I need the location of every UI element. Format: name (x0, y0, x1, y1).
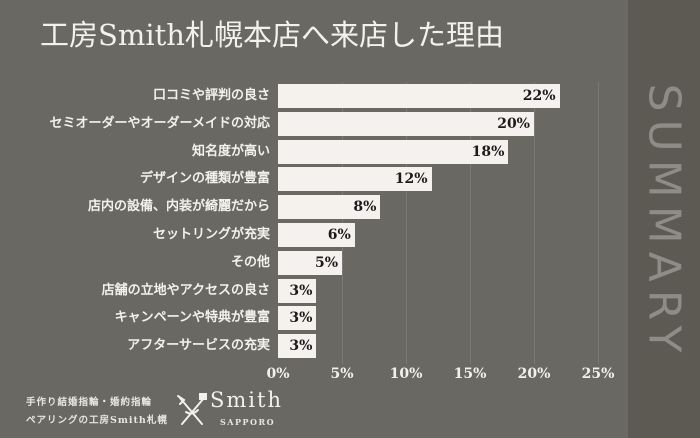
footer-tagline-line2: ペアリングの工房Smith札幌 (26, 415, 168, 426)
gridline (470, 82, 471, 364)
category-label: デザインの種類が豊富 (139, 171, 270, 187)
bar-row: アフターサービスの充実 3% (0, 333, 628, 359)
category-label: 店内の設備、内装が綺麗だから (87, 199, 270, 215)
bar-row: 知名度が高い 18% (0, 139, 628, 165)
bar-row: 口コミや評判の良さ 22% (0, 83, 628, 109)
x-axis-tick-label: 15% (453, 366, 487, 382)
bar-row: 店舗の立地やアクセスの良さ 3% (0, 278, 628, 304)
logo-subtitle: SAPPORO (220, 417, 276, 427)
x-axis-tick-label: 20% (517, 366, 551, 382)
bar: 8% (278, 195, 381, 220)
category-label: アフターサービスの充実 (127, 338, 270, 354)
bar: 3% (278, 306, 317, 331)
category-label: 知名度が高い (191, 143, 270, 159)
bar-value-label: 5% (314, 254, 338, 271)
bar-value-label: 20% (497, 115, 530, 132)
category-label: 店舗の立地やアクセスの良さ (101, 282, 270, 298)
category-label: キャンペーンや特典が豊富 (114, 310, 270, 326)
bar: 6% (278, 223, 355, 247)
bar-value-label: 3% (289, 338, 313, 355)
category-label: 口コミや評判の良さ (152, 88, 270, 103)
smith-sapporo-logo: Smith SAPPORO (176, 388, 286, 432)
bar: 12% (278, 167, 432, 192)
bar-value-label: 3% (289, 310, 313, 327)
bar: 5% (278, 250, 342, 275)
bar: 18% (278, 139, 509, 164)
bar: 20% (278, 111, 534, 136)
category-label: セミオーダーやオーダーメイドの対応 (49, 115, 270, 131)
x-axis-tick-label: 10% (389, 366, 423, 382)
bar-value-label: 18% (471, 143, 505, 160)
gridline (598, 82, 599, 364)
bar-value-label: 3% (289, 282, 313, 299)
x-axis-tick-label: 0% (266, 366, 290, 382)
chart-title: 工房Smith札幌本店へ来店した理由 (40, 18, 504, 52)
bar-value-label: 8% (353, 199, 377, 216)
summary-side-label: SUMMARY (638, 83, 690, 361)
bar-value-label: 6% (327, 227, 351, 243)
bar-row: キャンペーンや特典が豊富 3% (0, 305, 628, 331)
bar-value-label: 22% (522, 88, 556, 104)
summary-side-panel (628, 0, 700, 438)
logo-wordmark: Smith (210, 388, 283, 412)
bar: 3% (278, 334, 317, 359)
footer-tagline-line1: 手作り結婚指輪・婚約指輪 (26, 397, 153, 408)
bar-value-label: 12% (394, 171, 428, 188)
bar: 22% (278, 84, 560, 108)
x-axis-tick-label: 5% (330, 366, 354, 382)
gridline (534, 82, 535, 364)
gridline (406, 82, 407, 364)
bar-row: セットリングが充実 6% (0, 222, 628, 248)
x-axis-tick-label: 25% (581, 366, 615, 382)
bar: 3% (278, 278, 317, 303)
crossed-tools-icon (177, 393, 207, 425)
category-label: セットリングが充実 (152, 227, 270, 242)
bar-row: その他 5% (0, 250, 628, 276)
bar-row: セミオーダーやオーダーメイドの対応 20% (0, 111, 628, 137)
category-label: その他 (230, 254, 270, 270)
bar-row: デザインの種類が豊富 12% (0, 166, 628, 192)
bar-row: 店内の設備、内装が綺麗だから 8% (0, 194, 628, 220)
